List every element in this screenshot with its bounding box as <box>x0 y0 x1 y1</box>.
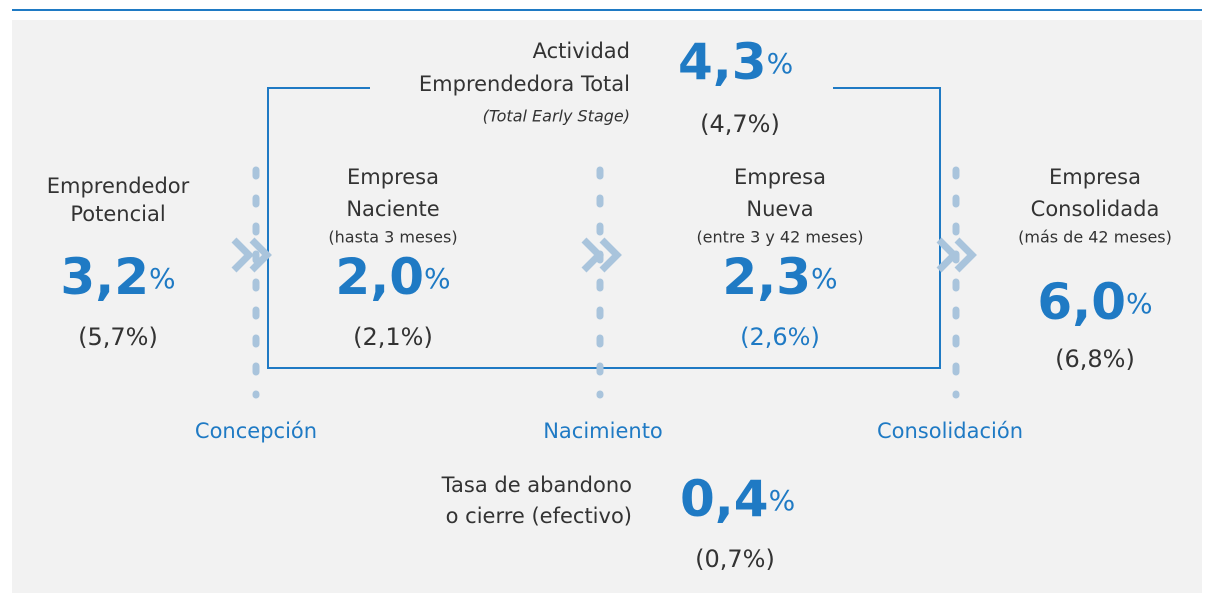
phase-label: Concepción <box>195 419 317 443</box>
stage-note: (entre 3 y 42 meses) <box>696 228 863 247</box>
stage-title: Empresa <box>347 165 439 189</box>
stage-title: Empresa <box>1049 165 1141 189</box>
header-value: 4,3% <box>678 33 793 91</box>
header-subtitle: (Total Early Stage) <box>483 107 630 126</box>
abandonment-previous: (0,7%) <box>695 545 775 573</box>
background <box>12 20 1202 593</box>
abandonment-title: Tasa de abandono <box>441 473 632 497</box>
tea-bracket <box>267 87 941 369</box>
header-title: Emprendedora Total <box>419 72 630 96</box>
stage-title: Naciente <box>346 197 439 221</box>
chevron <box>936 237 977 273</box>
abandonment-title: o cierre (efectivo) <box>446 504 632 528</box>
stage-title: Nueva <box>746 197 813 221</box>
stage-note: (más de 42 meses) <box>1018 228 1172 247</box>
stage-value: 3,2% <box>60 248 175 306</box>
stage-previous: (5,7%) <box>78 323 158 351</box>
stage-title: Emprendedor <box>47 174 190 198</box>
header-title: Actividad <box>533 39 630 63</box>
stage-value: 6,0% <box>1037 273 1152 331</box>
stage-note: (hasta 3 meses) <box>328 228 457 247</box>
header-previous: (4,7%) <box>700 110 780 138</box>
abandonment-value: 0,4% <box>680 470 795 528</box>
stage-value: 2,0% <box>335 248 450 306</box>
chevron <box>581 237 622 273</box>
chevron <box>231 237 272 273</box>
stage-value: 2,3% <box>722 248 837 306</box>
stage-previous: (2,6%) <box>740 323 820 351</box>
stage-title: Empresa <box>734 165 826 189</box>
stage-title: Potencial <box>70 202 165 226</box>
phase-label: Nacimiento <box>543 419 663 443</box>
stage-previous: (2,1%) <box>353 323 433 351</box>
phase-label: Consolidación <box>877 419 1023 443</box>
stage-title: Consolidada <box>1031 197 1160 221</box>
stage-previous: (6,8%) <box>1055 345 1135 373</box>
